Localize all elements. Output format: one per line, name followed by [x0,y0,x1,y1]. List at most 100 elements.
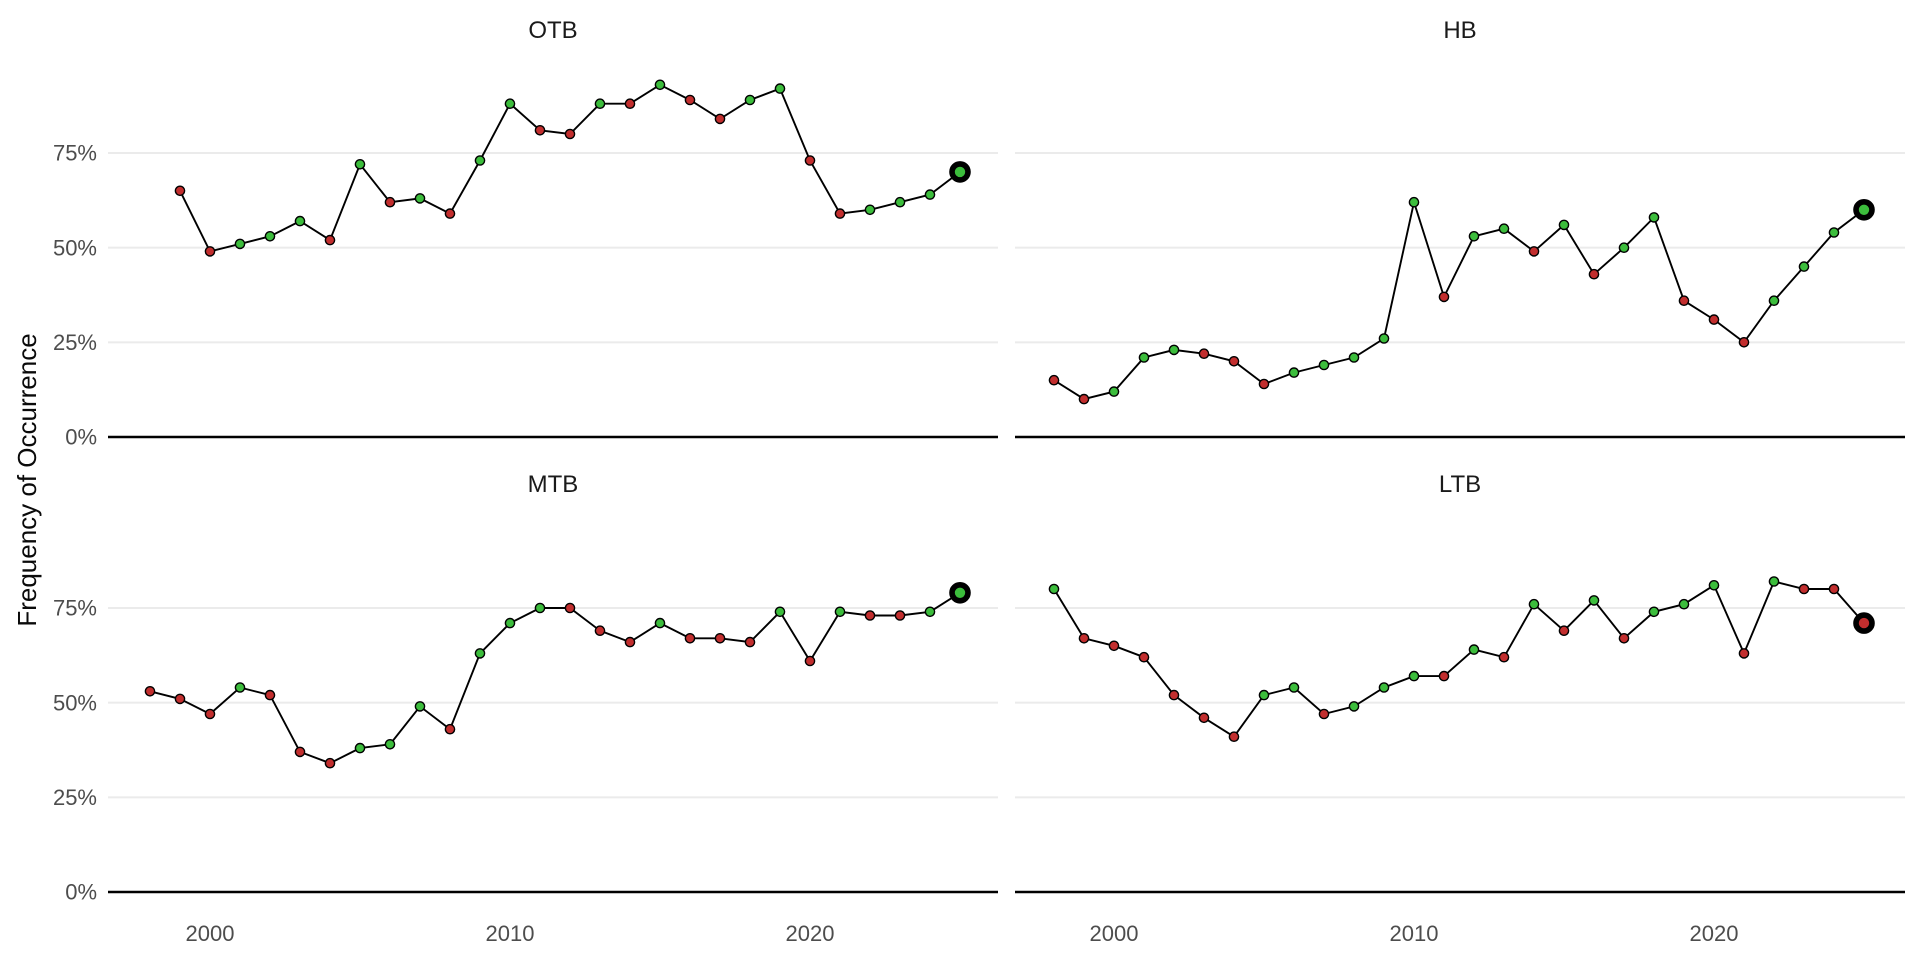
data-point [1258,378,1270,390]
trend-line [149,591,961,765]
y-tick-label: 75% [53,141,97,166]
data-point [1468,230,1480,242]
data-point [414,193,426,204]
data-point [1828,227,1840,238]
data-point [1258,689,1270,701]
data-point [444,208,456,219]
data-point [1708,580,1720,591]
data-point [1108,386,1120,397]
facet-title-OTB: OTB [528,17,577,44]
y-tick-label: 0% [65,425,97,450]
data-point [1438,291,1450,303]
data-point [1588,595,1600,606]
y-tick-label: 0% [65,880,97,905]
data-point [1078,633,1090,644]
data-point [804,655,816,667]
data-point [654,617,666,629]
data-point [594,625,606,637]
data-point [1438,670,1450,682]
data-point [234,238,246,250]
data-point [1588,268,1600,280]
data-point [324,234,336,246]
panel-OTB: OTB 0% 25% 50% 75% [53,17,998,450]
data-point [174,185,186,197]
data-point [684,94,696,106]
trend-line [1053,580,1865,738]
data-point [1348,352,1360,363]
x-tick-label: 2020 [1690,921,1739,946]
data-point [1378,333,1390,344]
data-point [1378,682,1390,693]
x-tick-label: 2000 [186,921,235,946]
y-axis-title: Frequency of Occurrence [12,333,42,626]
data-point [294,746,306,758]
data-point [1168,344,1180,356]
data-point [384,196,396,208]
data-point [204,246,216,257]
latest-point-highlight [1853,199,1875,221]
data-point [174,693,186,705]
data-point [1408,196,1420,208]
latest-point-highlight [1853,612,1875,634]
x-tick-label: 2010 [1390,921,1439,946]
data-point [894,196,906,208]
data-point [684,633,696,644]
data-point [564,602,576,614]
data-point [1138,352,1150,363]
facet-title-MTB: MTB [528,471,579,498]
latest-point-highlight [949,161,971,183]
data-point [294,215,306,227]
data-point [534,602,546,614]
data-point [144,686,156,697]
data-point [1288,367,1300,378]
y-tick-label: 25% [53,330,97,355]
data-point [204,708,216,720]
data-point [354,158,366,170]
data-point [564,128,576,140]
data-point [1648,212,1660,223]
data-point [444,723,456,735]
latest-point-highlight [949,581,971,604]
x-tick-label: 2010 [486,921,535,946]
data-point [1048,374,1060,386]
data-point [1108,640,1120,652]
data-point [1198,712,1210,724]
x-tick-label: 2000 [1090,921,1139,946]
data-point [1558,625,1570,637]
trend-line [1053,198,1865,401]
data-point [1078,393,1090,405]
data-point [324,757,336,769]
panel-MTB: MTB 0% 25% 50% 75% 2000 2010 2020 [53,471,998,946]
data-point [894,610,906,621]
data-point [1228,355,1240,367]
data-point [834,606,846,618]
data-point [474,155,486,166]
data-point [714,633,726,644]
data-point [1498,651,1510,663]
data-point [1768,576,1780,587]
data-point [1678,598,1690,610]
data-point [624,98,636,109]
data-point [1288,682,1300,693]
data-point [1738,336,1750,348]
panel-LTB: LTB 2000 2010 2020 [1015,471,1905,946]
data-point [1768,295,1780,307]
data-point [924,189,936,200]
data-point [534,125,546,136]
data-point [654,79,666,91]
panel-HB: HB [1015,17,1905,439]
data-point [1798,583,1810,595]
data-point [474,648,486,659]
data-point [1048,583,1060,595]
data-point [1708,314,1720,325]
data-point [1798,261,1810,272]
y-tick-label: 75% [53,596,97,621]
data-point [1468,644,1480,655]
data-point [744,636,756,648]
data-point [414,701,426,712]
data-point [1828,583,1840,595]
data-point [864,610,876,621]
data-point [1498,223,1510,234]
